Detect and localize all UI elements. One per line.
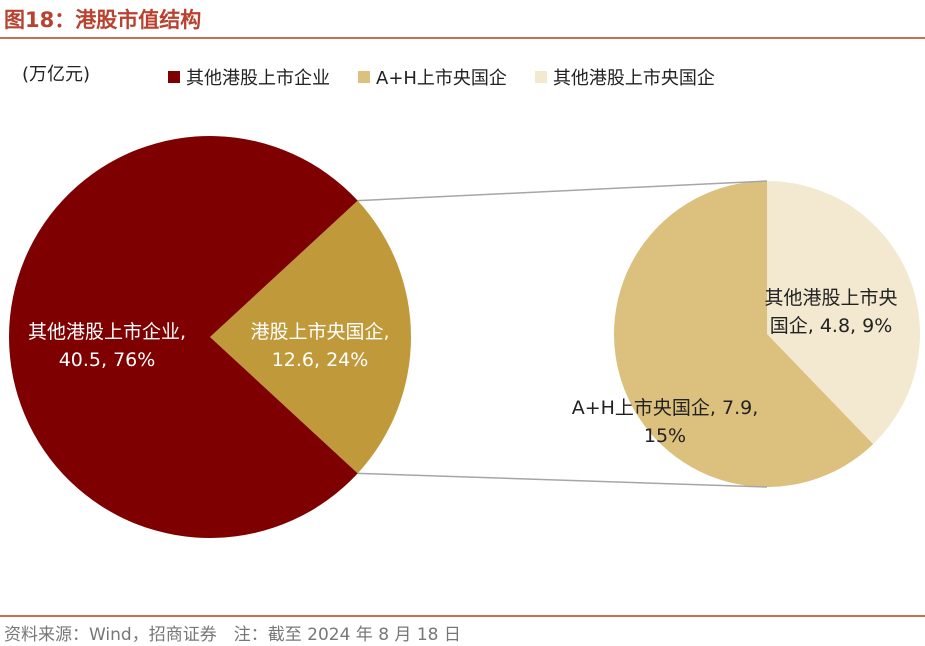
data-label: A+H上市央国企, 7.9, 15% (571, 397, 759, 447)
data-label: 其他港股上市企业, 40.5, 76% (27, 321, 187, 371)
legend-label: A+H上市央国企 (376, 68, 507, 89)
connector-line (357, 180, 768, 202)
legend-label: 其他港股上市央国企 (552, 68, 715, 89)
data-label: 港股上市央国企, 12.6, 24% (250, 321, 390, 371)
legend-swatch (358, 71, 370, 83)
unit-label: (万亿元) (22, 64, 91, 85)
pie-slice (210, 200, 412, 474)
source-note: 资料来源：Wind，招商证券 注：截至 2024 年 8 月 18 日 (4, 625, 461, 645)
chart-title: 图18：港股市值结构 (4, 8, 202, 32)
legend-item: A+H上市央国企 (358, 64, 507, 90)
pie-slice (9, 135, 358, 538)
connector-line (357, 472, 768, 488)
legend-swatch (534, 71, 547, 83)
legend-swatch (168, 71, 180, 83)
legend-item: 其他港股上市央国企 (534, 64, 715, 90)
data-label: 其他港股上市央国企, 4.8, 9% (764, 287, 898, 337)
legend-label: 其他港股上市企业 (186, 68, 330, 89)
pie-slice (767, 181, 920, 445)
pie-slice (614, 181, 874, 487)
legend-item: 其他港股上市企业 (168, 64, 330, 90)
legend: 其他港股上市企业 A+H上市央国企 其他港股上市央国企 (168, 64, 715, 90)
